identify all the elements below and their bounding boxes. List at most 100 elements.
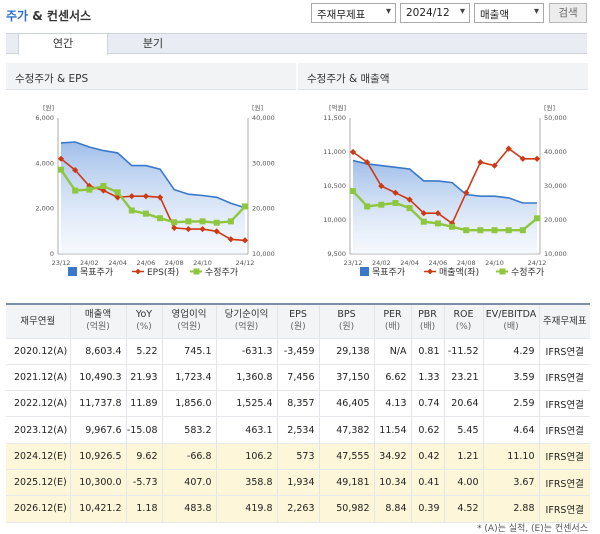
eps-point [185,225,192,233]
table-cell: 0.39 [411,495,445,523]
x-tick-label: 24/10 [193,259,212,267]
price-point [434,220,441,227]
price-point [378,201,385,208]
chart-price-sales: 수정주가 & 매출액 [억원] [원] 11,500 11,000 10,500 10,0… [298,63,588,285]
tab-annual[interactable]: 연간 [18,34,108,55]
page-title: 주가 & 컨센서스 [6,7,91,24]
metric-value: 매출액 [480,9,509,21]
x-tick-label: 24/08 [165,259,184,267]
column-header: 매출액 (억원) [70,303,127,339]
left-tick-label: 10,500 [323,182,346,190]
price-point [171,219,178,226]
chart-price-eps: 수정주가 & EPS [원] [원] 6,000 4,000 2,000 0 40,000 3… [6,63,296,285]
left-axis-unit: [원] [43,103,54,112]
period-select[interactable]: 2024/12 ▾ [400,3,470,23]
table-cell: 3.67 [483,469,540,497]
eps-point [57,155,65,162]
column-unit: (%) [136,322,152,333]
column-header: PBR (배) [411,303,445,339]
price-point [199,218,206,225]
table-cell: 2.88 [483,495,540,523]
row-period: 2024.12(E) [6,443,71,470]
table-cell: 1.33 [411,364,445,392]
price-point [114,189,121,196]
price-point [406,205,413,212]
period-value: 2024/12 [406,7,450,19]
price-point [100,183,107,189]
price-point [519,227,526,234]
table-cell: 419.8 [216,495,278,523]
footnote: * (A)는 실적, (E)는 컨센서스 [477,524,588,534]
chevron-down-icon: ▾ [533,6,539,17]
table-cell: 34.92 [374,443,412,470]
sales-point [533,155,541,162]
table-cell: 10.34 [374,469,412,497]
table-cell: 47,382 [319,416,375,444]
price-point [242,203,248,210]
table-cell: 9.62 [126,443,163,470]
column-label: 매출액 [84,309,112,321]
search-button[interactable]: 검색 [549,3,587,23]
sales-line [352,147,537,225]
metric-select[interactable]: 매출액 ▾ [474,3,544,23]
column-header: 당기순이익 (억원) [216,303,278,339]
left-tick-label: 6,000 [35,114,54,122]
table-cell: 407.0 [162,469,217,497]
table-cell: 1,723.4 [162,364,217,392]
table-cell: 46,405 [319,390,375,418]
table-cell: IFRS연결 [539,416,590,444]
report-type-select[interactable]: 주재무제표 ▾ [311,3,396,23]
left-tick-label: 4,000 [35,159,54,167]
column-label: PBR [418,309,437,321]
table-cell: 8,357 [277,390,320,418]
legend-price: 수정주가 [205,267,238,278]
table-cell: 47,555 [319,443,375,470]
column-label: 주재무제표 [542,315,587,327]
right-tick-label: 20,000 [252,205,275,213]
table-cell: 745.1 [162,338,217,365]
table-cell: 5.45 [444,416,484,444]
column-label: 재무연월 [20,315,56,327]
table-cell: IFRS연결 [539,443,590,470]
table-cell: IFRS연결 [539,469,590,497]
table-cell: 1.21 [444,443,484,470]
column-header: PER (배) [374,303,412,339]
row-period: 2020.12(A) [6,338,71,365]
sales-point [491,162,498,169]
chevron-down-icon: ▾ [459,6,465,17]
column-header: 영업이익 (억원) [162,303,217,339]
table-cell: 583.2 [162,416,217,444]
eps-point [72,167,79,174]
table-cell: IFRS연결 [539,364,590,392]
sales-point [349,148,357,156]
column-header: EV/EBITDA (배) [483,303,540,339]
table-cell: -3,459 [277,338,320,365]
table-cell: 10,926.5 [70,443,127,470]
table-cell: 9,967.6 [70,416,127,444]
column-unit: (원) [290,322,306,333]
x-tick-label: 24/06 [137,259,156,267]
column-label: YoY [135,309,153,321]
tab-quarterly[interactable]: 분기 [142,37,164,50]
legend-marker-price [499,268,506,275]
table-cell: 0.74 [411,390,445,418]
column-unit: (원) [338,322,355,333]
table-cell: 11,737.8 [70,390,127,418]
price-point [534,215,540,222]
table-cell: 358.8 [216,469,278,497]
chart-price-sales-plot: [억원] [원] 11,500 11,000 10,500 10,000 9,500 50,0… [323,103,567,278]
x-tick-label: 24/08 [457,259,476,267]
price-point [128,207,135,214]
x-tick-label: 24/12 [236,259,255,267]
price-point [364,203,371,210]
price-point [185,218,192,225]
x-tick-label: 24/02 [80,259,99,267]
price-point [58,166,64,173]
sales-point [420,210,427,217]
chart-header: 수정주가 & 매출액 [298,63,588,90]
period-tabs: 연간 분기 [6,33,587,55]
column-header: YoY (%) [126,303,163,339]
table-cell: 2,263 [277,495,320,523]
top-bar: 주가 & 컨센서스 주재무제표 ▾ 2024/12 ▾ 매출액 ▾ 검색 [0,0,600,28]
left-axis-unit: [억원] [329,103,346,112]
